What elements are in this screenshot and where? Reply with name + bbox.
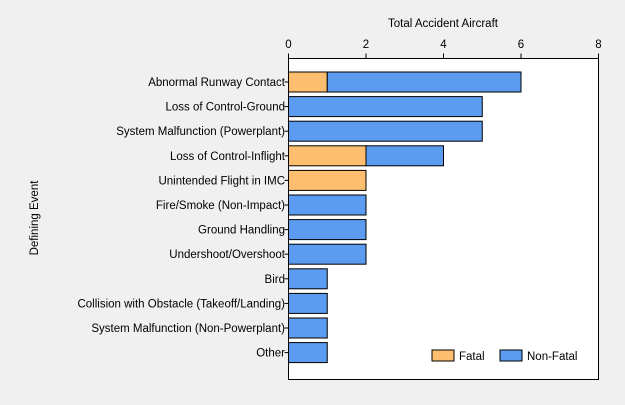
bar-non-fatal [288,292,328,314]
category-label: System Malfunction (Powerplant) [116,126,285,138]
category-label: Other [256,348,285,360]
category-label: Collision with Obstacle (Takeoff/Landing… [77,298,285,310]
bar-fatal [288,145,367,167]
bar-non-fatal [288,194,367,216]
category-label: Loss of Control-Inflight [170,151,286,163]
category-label: Loss of Control-Ground [165,102,285,114]
x-tick-label: 0 [285,39,291,51]
category-label: System Malfunction (Non-Powerplant) [91,323,285,335]
x-tick-label: 8 [595,39,601,51]
x-tick-label: 4 [440,39,447,51]
category-label: Unintended Flight in IMC [158,175,285,187]
category-label: Ground Handling [198,225,285,237]
bar-fatal [288,71,328,93]
bar-non-fatal [288,120,483,142]
legend-swatch-fatal [431,349,455,362]
category-label: Undershoot/Overshoot [169,249,286,261]
bar-non-fatal [288,96,483,118]
bar-non-fatal [326,71,522,93]
bar-non-fatal [288,268,328,290]
bar-non-fatal [288,243,367,265]
bar-non-fatal [365,145,444,167]
legend-label-non-fatal: Non-Fatal [527,351,578,363]
category-label: Fire/Smoke (Non-Impact) [156,200,285,212]
bar-non-fatal [288,342,328,364]
y-axis-title: Defining Event [29,180,41,256]
bar-non-fatal [288,317,328,339]
bar-fatal [288,169,367,191]
bar-non-fatal [288,219,367,241]
legend-label-fatal: Fatal [459,351,485,363]
category-label: Abnormal Runway Contact [148,77,286,89]
category-label: Bird [265,274,285,286]
x-tick-label: 6 [518,39,524,51]
legend-swatch-non-fatal [499,349,523,362]
x-axis-title: Total Accident Aircraft [388,18,499,30]
x-tick-label: 2 [363,39,369,51]
